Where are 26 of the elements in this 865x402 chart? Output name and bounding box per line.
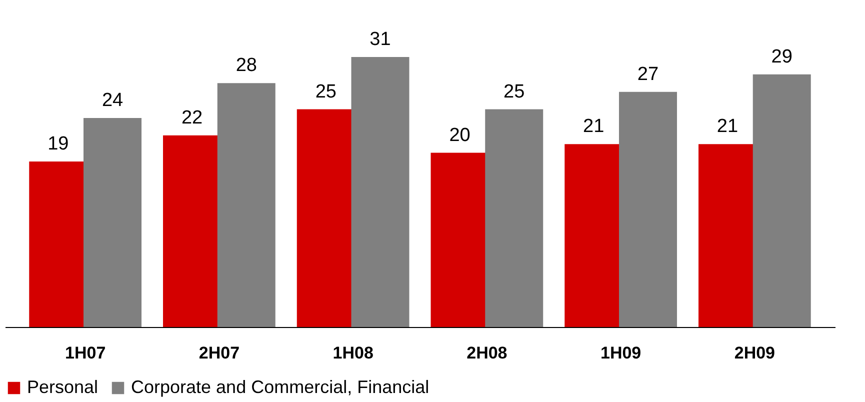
data-label: 25 [315, 81, 336, 102]
data-label: 21 [583, 116, 604, 138]
data-label: 19 [48, 134, 69, 155]
data-label: 22 [181, 107, 203, 128]
x-tick-label: 1H09 [600, 344, 642, 362]
bar [752, 74, 811, 327]
x-tick-label: 2H09 [734, 344, 775, 362]
data-label: 28 [236, 55, 257, 76]
x-tick-label: 2H08 [466, 344, 508, 362]
data-label: 20 [449, 124, 470, 146]
data-label: 21 [716, 116, 738, 138]
data-label: 27 [637, 64, 659, 85]
x-tick-label: 1H08 [332, 344, 374, 362]
bar [351, 57, 410, 327]
bar [217, 83, 276, 327]
x-tick-label: 1H07 [65, 344, 106, 362]
x-tick-label: 2H07 [198, 344, 240, 362]
data-label: 31 [370, 29, 391, 50]
data-label: 24 [102, 90, 124, 111]
bar [618, 92, 677, 327]
legend-label: Personal [27, 377, 98, 397]
bar [84, 118, 142, 327]
legend-label: Corporate and Commercial, Financial [131, 377, 430, 397]
bar [485, 109, 544, 327]
data-label: 25 [504, 81, 525, 102]
data-label: 29 [771, 46, 792, 68]
